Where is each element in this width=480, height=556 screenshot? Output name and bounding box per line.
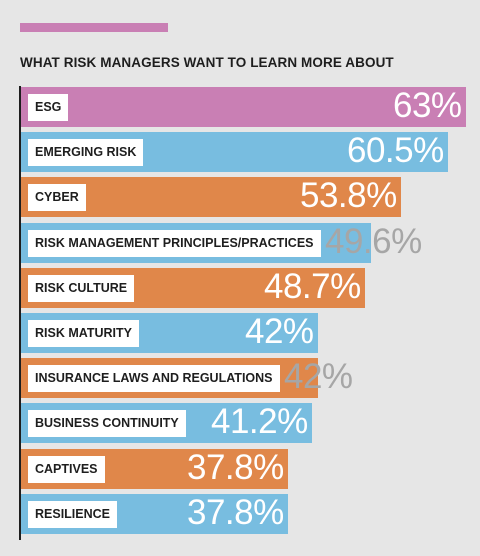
- value-label: 48.7%: [264, 266, 361, 306]
- bar-row: INSURANCE LAWS AND REGULATIONS 42%: [21, 357, 353, 399]
- value-label: 37.8%: [187, 492, 284, 532]
- category-label: BUSINESS CONTINUITY: [28, 410, 186, 438]
- category-label: CAPTIVES: [28, 455, 105, 483]
- bar-row: RISK CULTURE 48.7%: [21, 266, 365, 308]
- value-label: 42%: [245, 312, 314, 351]
- category-label: RISK MANAGEMENT PRINCIPLES/PRACTICES: [28, 229, 321, 257]
- value-label: 49.6%: [325, 221, 422, 261]
- bar: [21, 87, 466, 127]
- bar-row: RISK MATURITY 42%: [21, 312, 318, 353]
- category-label: RISK CULTURE: [28, 274, 135, 302]
- value-label: 42%: [284, 357, 353, 397]
- category-label: RESILIENCE: [28, 500, 118, 528]
- accent-bar: [20, 23, 168, 32]
- value-label: 37.8%: [187, 447, 284, 487]
- category-label: EMERGING RISK: [28, 139, 144, 167]
- bar-row: RISK MANAGEMENT PRINCIPLES/PRACTICES 49.6…: [21, 222, 422, 263]
- value-label: 53.8%: [300, 176, 397, 216]
- value-label: 63%: [393, 86, 462, 125]
- value-label: 41.2%: [211, 402, 308, 442]
- category-label: CYBER: [28, 184, 86, 212]
- chart-title: WHAT RISK MANAGERS WANT TO LEARN MORE AB…: [20, 55, 394, 70]
- category-label: ESG: [28, 94, 69, 121]
- bar-row: BUSINESS CONTINUITY 41.2%: [21, 402, 312, 444]
- bar-row: ESG 63%: [21, 86, 466, 127]
- bar-row: RESILIENCE 37.8%: [21, 492, 288, 534]
- bar-row: CAPTIVES 37.8%: [21, 447, 288, 489]
- category-label: RISK MATURITY: [28, 320, 139, 347]
- category-label: INSURANCE LAWS AND REGULATIONS: [28, 365, 280, 393]
- value-label: 60.5%: [347, 131, 444, 171]
- bar-row: EMERGING RISK 60.5%: [21, 131, 448, 173]
- axis-line: [19, 86, 21, 540]
- bar-row: CYBER 53.8%: [21, 176, 401, 218]
